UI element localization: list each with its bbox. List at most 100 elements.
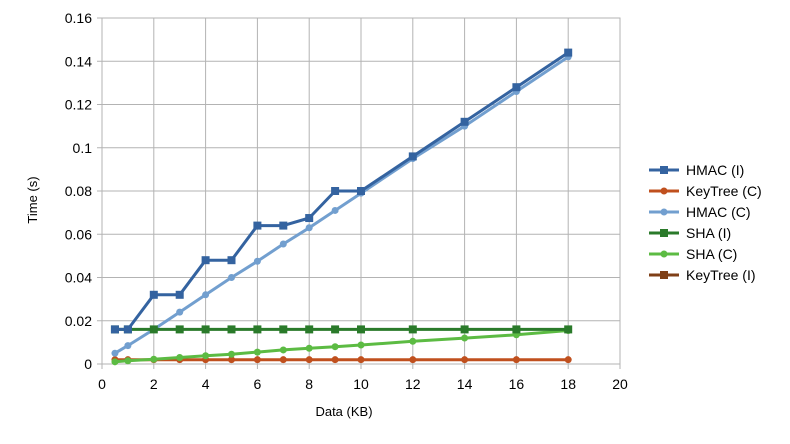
y-tick-label: 0.14 bbox=[65, 53, 92, 69]
series-line-hmac-c bbox=[114, 55, 570, 355]
data-point-sha-c bbox=[124, 357, 132, 365]
x-axis-tick-labels: 0 2 4 6 8 10 12 14 16 18 20 bbox=[98, 376, 628, 392]
data-point-sha-c bbox=[111, 358, 119, 366]
data-point-sha-c bbox=[253, 348, 261, 356]
data-point-hmac-i bbox=[460, 117, 469, 126]
data-point-sha-i bbox=[512, 325, 521, 334]
legend-label: SHA (C) bbox=[686, 246, 737, 262]
data-point-hmac-i bbox=[149, 290, 158, 299]
data-point-sha-c bbox=[461, 334, 469, 342]
legend-label: HMAC (C) bbox=[686, 204, 751, 220]
data-point-sha-c bbox=[150, 355, 158, 363]
data-point-sha-c bbox=[202, 352, 210, 360]
data-point-sha-c bbox=[357, 341, 365, 349]
data-point-keytree-c bbox=[253, 356, 261, 364]
data-point-sha-i bbox=[408, 325, 417, 334]
data-point-sha-i bbox=[357, 325, 365, 334]
data-point-keytree-c bbox=[564, 356, 572, 364]
data-point-sha-c bbox=[409, 337, 417, 345]
x-tick-label: 0 bbox=[98, 376, 106, 392]
legend-swatch-marker bbox=[660, 208, 668, 216]
x-tick-label: 12 bbox=[405, 376, 421, 392]
data-point-hmac-i bbox=[305, 214, 314, 223]
data-point-keytree-c bbox=[305, 356, 313, 364]
x-tick-label: 10 bbox=[353, 376, 369, 392]
series-hmac-c bbox=[111, 53, 572, 357]
data-point-hmac-c bbox=[305, 224, 313, 232]
legend-label: KeyTree (C) bbox=[686, 183, 762, 199]
data-point-sha-c bbox=[228, 350, 235, 358]
legend-swatch-marker bbox=[660, 271, 668, 279]
legend-item-keytree-i: KeyTree (I) bbox=[649, 267, 756, 283]
data-point-hmac-i bbox=[227, 256, 236, 265]
data-point-sha-i bbox=[331, 325, 340, 334]
legend-swatch-marker bbox=[660, 229, 668, 237]
series-layer bbox=[110, 48, 573, 366]
data-point-keytree-c bbox=[357, 356, 365, 364]
y-tick-label: 0.04 bbox=[65, 270, 92, 286]
x-tick-label: 4 bbox=[202, 376, 210, 392]
plot-area-border bbox=[101, 17, 621, 365]
plot-area-frame bbox=[101, 17, 621, 365]
x-tick-label: 8 bbox=[305, 376, 313, 392]
y-tick-label: 0.12 bbox=[65, 97, 92, 113]
data-point-hmac-i bbox=[564, 48, 573, 57]
data-point-keytree-c bbox=[279, 356, 287, 364]
data-point-hmac-c bbox=[111, 349, 119, 357]
data-point-sha-i bbox=[175, 325, 184, 334]
y-axis-tick-labels: 0 0.02 0.04 0.06 0.08 0.1 0.12 0.14 0.16 bbox=[65, 10, 92, 372]
legend-item-sha-i: SHA (I) bbox=[649, 225, 731, 241]
data-point-sha-i bbox=[564, 325, 573, 334]
data-point-hmac-i bbox=[357, 187, 365, 195]
legend-swatch-marker bbox=[660, 187, 668, 195]
legend-item-hmac-i: HMAC (I) bbox=[649, 162, 744, 178]
data-point-hmac-i bbox=[512, 83, 521, 92]
data-point-keytree-c bbox=[409, 356, 417, 364]
data-point-hmac-c bbox=[253, 257, 261, 265]
data-point-hmac-i bbox=[175, 290, 184, 299]
y-tick-label: 0.08 bbox=[65, 183, 92, 199]
y-tick-label: 0.1 bbox=[73, 140, 93, 156]
data-point-hmac-c bbox=[279, 240, 287, 248]
x-axis-title: Data (KB) bbox=[315, 404, 372, 419]
y-tick-label: 0.16 bbox=[65, 10, 92, 26]
data-point-hmac-i bbox=[110, 325, 119, 334]
data-point-hmac-c bbox=[331, 206, 339, 214]
data-point-sha-c bbox=[176, 354, 184, 362]
data-point-sha-i bbox=[279, 325, 288, 334]
data-point-keytree-c bbox=[228, 356, 235, 364]
legend-label: KeyTree (I) bbox=[686, 267, 756, 283]
data-point-hmac-c bbox=[202, 291, 210, 299]
legend-swatch-marker bbox=[660, 250, 668, 258]
y-tick-label: 0.06 bbox=[65, 226, 92, 242]
data-point-hmac-c bbox=[228, 274, 235, 281]
data-point-sha-i bbox=[305, 325, 314, 334]
data-point-keytree-c bbox=[512, 356, 520, 364]
x-tick-label: 20 bbox=[612, 376, 628, 392]
legend: HMAC (I) KeyTree (C) HMAC (C) SHA (I) SHA (C… bbox=[649, 162, 762, 283]
data-point-sha-i bbox=[253, 325, 262, 334]
data-point-hmac-i bbox=[331, 187, 340, 195]
data-point-hmac-i bbox=[253, 221, 262, 230]
x-tick-label: 18 bbox=[560, 376, 576, 392]
x-tick-label: 6 bbox=[254, 376, 262, 392]
data-point-sha-i bbox=[201, 325, 210, 334]
legend-label: SHA (I) bbox=[686, 225, 731, 241]
x-tick-label: 14 bbox=[457, 376, 473, 392]
data-point-sha-c bbox=[331, 343, 339, 351]
y-tick-label: 0 bbox=[84, 356, 92, 372]
series-sha-i bbox=[110, 325, 573, 334]
data-point-sha-i bbox=[149, 325, 158, 334]
data-point-hmac-i bbox=[123, 325, 132, 334]
legend-item-hmac-c: HMAC (C) bbox=[649, 204, 751, 220]
data-point-hmac-i bbox=[279, 221, 288, 230]
data-point-hmac-i bbox=[201, 256, 210, 265]
series-hmac-i bbox=[110, 48, 573, 334]
y-tick-label: 0.02 bbox=[65, 313, 92, 329]
data-point-keytree-c bbox=[461, 356, 469, 364]
data-point-sha-c bbox=[279, 346, 287, 354]
data-point-sha-i bbox=[460, 325, 469, 334]
data-point-hmac-c bbox=[176, 308, 184, 316]
x-tick-label: 2 bbox=[150, 376, 158, 392]
